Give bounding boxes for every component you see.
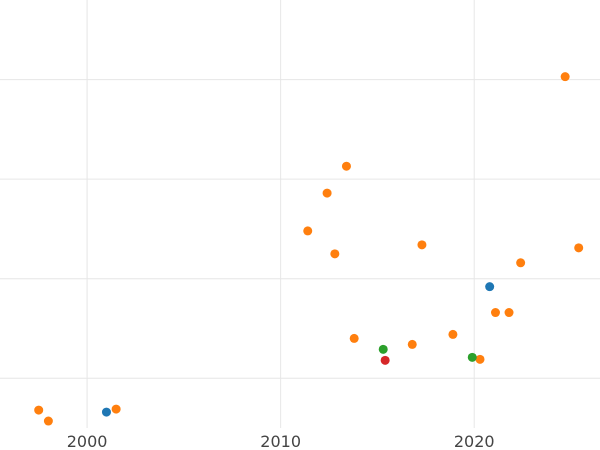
data-point-orange (407, 339, 417, 349)
data-point-orange (330, 249, 340, 259)
data-point-orange (490, 308, 500, 318)
x-tick-label: 2000 (67, 432, 108, 450)
data-point-blue (101, 407, 111, 417)
data-point-orange (574, 243, 584, 253)
data-point-orange (349, 333, 359, 343)
data-point-orange (448, 329, 458, 339)
x-tick-label: 2020 (454, 432, 495, 450)
data-point-orange (322, 188, 332, 198)
data-point-orange (504, 308, 514, 318)
data-point-red (380, 355, 390, 365)
data-point-orange (417, 240, 427, 250)
data-point-orange (34, 405, 44, 415)
grid-lines (0, 0, 600, 428)
x-tick-label: 2010 (260, 432, 301, 450)
data-point-orange (43, 416, 53, 426)
data-point-orange (341, 161, 351, 171)
data-point-green (467, 352, 477, 362)
data-point-green (378, 344, 388, 354)
data-point-orange (303, 226, 313, 236)
data-point-orange (560, 72, 570, 82)
data-points (34, 72, 584, 426)
data-point-orange (475, 354, 485, 364)
data-point-orange (111, 404, 121, 414)
x-axis-tick-labels: 2000 2010 2020 (67, 432, 495, 450)
data-point-orange (516, 258, 526, 268)
data-point-blue (485, 282, 495, 292)
